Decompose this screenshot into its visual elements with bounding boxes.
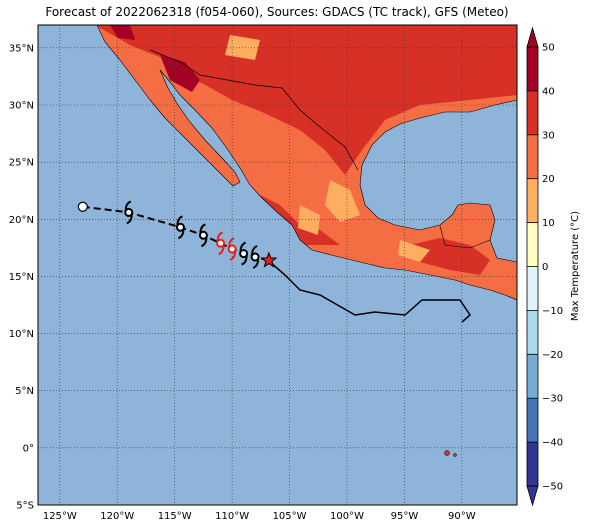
lon-label: 100°W: [330, 511, 364, 522]
storm-tail: [228, 237, 237, 261]
storm-symbol: [239, 249, 249, 259]
map-area: [38, 25, 517, 505]
lon-label: 90°W: [448, 511, 476, 522]
colorbar-bin: [527, 442, 538, 486]
colorbar-bin: [527, 134, 538, 179]
lon-label: 125°W: [43, 511, 77, 522]
colorbar: −50 −40 −30 −20 −10 0 10 20 30 40 50: [526, 26, 563, 507]
lat-label: 25°N: [9, 158, 34, 169]
storm-symbol: [198, 230, 208, 240]
graticule: [38, 25, 517, 505]
title: Forecast of 2022062318 (f054-060), Sourc…: [45, 5, 508, 19]
map-frame: [37, 24, 518, 506]
track-start: [77, 201, 88, 212]
colorbar-tick-label: 50: [542, 43, 555, 54]
colorbar-tick-label: 20: [542, 174, 555, 185]
forecast-track: [269, 261, 471, 323]
map-axes: 125°W 120°W 115°W 110°W 105°W 100°W 95°W 90°W 35…: [9, 43, 476, 522]
storm-tail: [251, 245, 260, 269]
colorbar-extend-low: [526, 485, 539, 507]
storm-tail: [216, 231, 225, 256]
storm-symbol: [250, 252, 260, 262]
colorbar-extend-high: [526, 26, 539, 48]
storm-tail: [239, 241, 248, 266]
colorbar-bin: [527, 178, 538, 223]
colorbar-bin: [527, 310, 538, 355]
lat-label: 35°N: [9, 43, 34, 54]
storm-symbol: [216, 238, 226, 248]
colorbar-tick-label: −40: [542, 438, 563, 449]
lat-label: 15°N: [9, 272, 34, 283]
colorbar-tick-label: −30: [542, 394, 563, 405]
colorbar-bin: [527, 90, 538, 135]
island: [444, 450, 450, 456]
lat-label: 5°S: [16, 501, 34, 512]
yucatan: [460, 205, 495, 222]
lat-label: 20°N: [9, 215, 34, 226]
colorbar-bin: [527, 47, 538, 91]
border: [149, 49, 359, 171]
colorbar-tick-label: 0: [542, 262, 548, 273]
mild-region: [225, 35, 260, 60]
current-position: [260, 251, 278, 268]
mild-region: [325, 180, 360, 222]
colorbar-tick-label: 30: [542, 130, 555, 141]
hot-region: [97, 25, 517, 175]
lon-label: 120°W: [100, 511, 134, 522]
lon-label: 115°W: [158, 511, 192, 522]
colorbar-bin: [527, 222, 538, 267]
lat-label: 30°N: [9, 101, 34, 112]
storm-symbol: [175, 222, 185, 232]
very-hot-region: [160, 55, 200, 92]
colorbar-tick-label: −50: [542, 482, 563, 493]
colorbar-bin: [527, 266, 538, 311]
lon-label: 105°W: [273, 511, 307, 522]
storm-symbol: [124, 207, 134, 217]
lon-label: 95°W: [391, 511, 419, 522]
lat-label: 10°N: [9, 329, 34, 340]
lat-label: 5°N: [15, 386, 34, 397]
colorbar-tick-label: 10: [542, 218, 555, 229]
colorbar-bin: [527, 398, 538, 443]
colorbar-label: Max Temperature (°C): [570, 211, 581, 321]
colorbar-bin: [527, 354, 538, 399]
storm-tail: [176, 215, 185, 240]
storm-symbol: [227, 244, 237, 254]
border: [439, 225, 491, 249]
storm-tail: [199, 223, 208, 248]
island: [453, 453, 457, 457]
colorbar-tick-label: 40: [542, 86, 555, 97]
storm-track: [77, 200, 278, 269]
mild-region: [398, 240, 430, 262]
colorbar-tick-label: −10: [542, 306, 563, 317]
lon-label: 110°W: [215, 511, 249, 522]
colorbar-tick-label: −20: [542, 350, 563, 361]
lat-label: 0°: [23, 443, 34, 454]
very-hot-region: [110, 25, 135, 40]
storm-tail: [124, 200, 133, 225]
hot-region: [410, 238, 490, 275]
mild-region: [298, 205, 320, 235]
